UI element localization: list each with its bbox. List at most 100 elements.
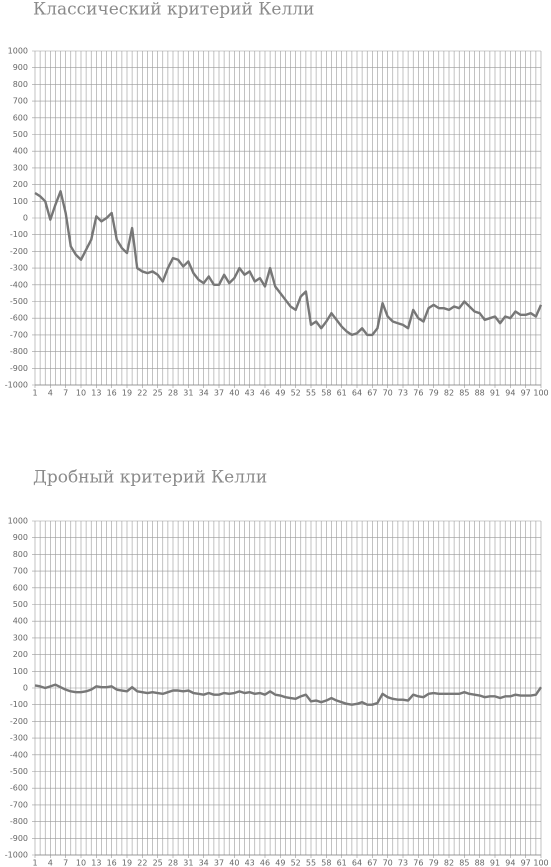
x-tick-label: 4 (48, 859, 53, 867)
x-tick-label: 88 (475, 859, 485, 867)
y-tick-label: 1000 (8, 47, 28, 56)
x-tick-label: 58 (321, 389, 331, 398)
x-tick-label: 94 (505, 859, 515, 867)
x-tick-label: 82 (444, 859, 454, 867)
x-tick-label: 46 (260, 389, 270, 398)
x-tick-label: 61 (337, 389, 347, 398)
x-tick-label: 49 (275, 859, 285, 867)
x-tick-label: 76 (413, 859, 423, 867)
x-tick-label: 40 (229, 389, 239, 398)
y-tick-label: 800 (13, 80, 28, 89)
y-tick-label: -200 (10, 247, 28, 256)
y-tick-label: -500 (10, 767, 28, 776)
y-tick-label: 800 (13, 550, 28, 559)
x-tick-label: 52 (291, 859, 301, 867)
x-tick-label: 55 (306, 859, 316, 867)
y-tick-label: -500 (10, 297, 28, 306)
y-tick-label: 500 (13, 130, 28, 139)
y-tick-label: -600 (10, 784, 28, 793)
y-tick-label: 300 (13, 633, 28, 642)
x-tick-label: 70 (383, 389, 393, 398)
x-tick-label: 88 (475, 389, 485, 398)
y-tick-label: 700 (13, 567, 28, 576)
y-tick-label: 0 (23, 684, 28, 693)
data-line (34, 190, 543, 337)
y-tick-label: -1000 (5, 381, 28, 390)
x-tick-label: 67 (367, 389, 377, 398)
x-tick-label: 34 (199, 389, 209, 398)
y-tick-label: -800 (10, 817, 28, 826)
y-tick-label: -700 (10, 800, 28, 809)
x-tick-label: 64 (352, 389, 362, 398)
y-tick-label: 200 (13, 650, 28, 659)
x-tick-label: 76 (413, 389, 423, 398)
y-tick-label: 200 (13, 180, 28, 189)
x-tick-label: 49 (275, 389, 285, 398)
y-tick-label: 400 (13, 617, 28, 626)
x-tick-label: 91 (490, 859, 500, 867)
y-tick-label: 900 (13, 533, 28, 542)
x-tick-label: 10 (76, 859, 86, 867)
x-tick-label: 67 (367, 859, 377, 867)
x-tick-label: 37 (214, 389, 224, 398)
y-tick-label: -200 (10, 717, 28, 726)
x-tick-label: 19 (122, 859, 132, 867)
y-tick-label: 100 (13, 667, 28, 676)
y-tick-label: 100 (13, 197, 28, 206)
x-tick-label: 16 (107, 859, 117, 867)
x-tick-label: 70 (383, 859, 393, 867)
x-tick-label: 22 (137, 389, 147, 398)
x-tick-label: 13 (91, 859, 101, 867)
x-tick-label: 61 (337, 859, 347, 867)
x-tick-label: 31 (183, 859, 193, 867)
y-tick-label: 400 (13, 147, 28, 156)
x-tick-label: 43 (245, 859, 255, 867)
x-tick-label: 100 (533, 389, 548, 398)
y-tick-label: -400 (10, 750, 28, 759)
x-tick-label: 28 (168, 389, 178, 398)
x-tick-label: 19 (122, 389, 132, 398)
x-tick-label: 37 (214, 859, 224, 867)
y-tick-label: 0 (23, 214, 28, 223)
x-tick-label: 28 (168, 859, 178, 867)
x-tick-label: 58 (321, 859, 331, 867)
y-tick-label: -100 (10, 230, 28, 239)
y-tick-label: -700 (10, 330, 28, 339)
data-line (34, 683, 542, 706)
y-tick-label: 600 (13, 113, 28, 122)
x-tick-label: 7 (63, 859, 68, 867)
y-tick-label: -1000 (5, 851, 28, 860)
x-tick-label: 40 (229, 859, 239, 867)
y-tick-label: -300 (10, 264, 28, 273)
x-tick-label: 34 (199, 859, 209, 867)
y-tick-label: 500 (13, 600, 28, 609)
x-tick-label: 79 (429, 389, 439, 398)
x-tick-label: 64 (352, 859, 362, 867)
x-tick-label: 73 (398, 389, 408, 398)
y-tick-label: -100 (10, 700, 28, 709)
y-tick-label: 900 (13, 63, 28, 72)
x-tick-label: 100 (533, 859, 548, 867)
x-tick-label: 52 (291, 389, 301, 398)
x-tick-label: 13 (91, 389, 101, 398)
x-tick-label: 79 (429, 859, 439, 867)
x-tick-label: 4 (48, 389, 53, 398)
y-tick-label: -400 (10, 280, 28, 289)
x-tick-label: 97 (521, 389, 531, 398)
x-tick-label: 73 (398, 859, 408, 867)
y-tick-label: 1000 (8, 517, 28, 526)
y-tick-label: -600 (10, 314, 28, 323)
chart-title: Дробный критерий Келли (33, 468, 267, 488)
x-tick-label: 82 (444, 389, 454, 398)
x-tick-label: 7 (63, 389, 68, 398)
x-tick-label: 85 (459, 859, 469, 867)
y-tick-label: 600 (13, 583, 28, 592)
x-tick-label: 94 (505, 389, 515, 398)
x-tick-label: 25 (153, 859, 163, 867)
x-tick-label: 85 (459, 389, 469, 398)
x-tick-label: 91 (490, 389, 500, 398)
x-tick-label: 97 (521, 859, 531, 867)
x-tick-label: 10 (76, 389, 86, 398)
y-tick-label: 700 (13, 97, 28, 106)
